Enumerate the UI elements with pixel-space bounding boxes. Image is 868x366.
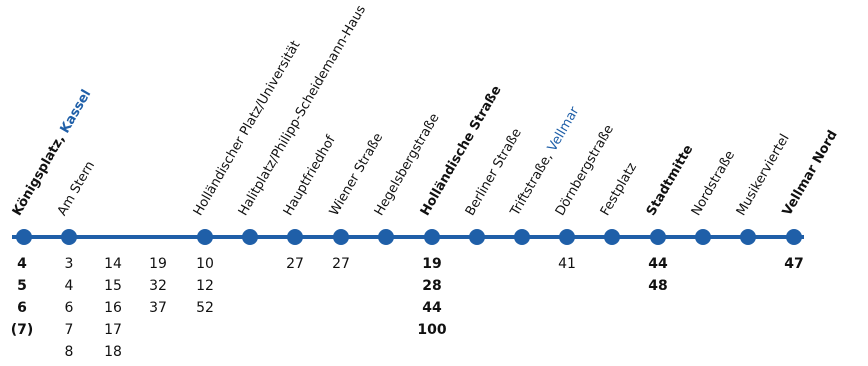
connection-line-number: 3	[64, 256, 74, 272]
stop-label: Am Stern	[54, 158, 99, 219]
stop-marker	[61, 229, 77, 245]
stop-marker	[242, 229, 258, 245]
connection-column: 27	[321, 253, 361, 275]
connection-line-number: 6	[17, 300, 27, 316]
connection-line-number: 4	[17, 256, 27, 272]
stop-name: Festplatz	[597, 160, 641, 219]
stop-marker	[604, 229, 620, 245]
connection-line-number: 100	[417, 322, 447, 338]
stop-label: Königsplatz, Kassel	[10, 87, 95, 218]
connection-column: 3 4 6 7 8	[49, 253, 89, 363]
stop-city: Vellmar	[544, 104, 583, 155]
stop-name: Am Stern	[54, 158, 99, 219]
stop-label: Stadtmitte	[643, 142, 697, 219]
connection-line-number: 44	[422, 300, 442, 316]
connection-line-number: 4	[64, 278, 74, 294]
connection-line-number: 10	[196, 256, 214, 272]
connection-line-number: 47	[784, 256, 804, 272]
connection-line-number: 17	[104, 322, 122, 338]
connection-line-number: 7	[64, 322, 74, 338]
connection-column: 4 5 6 (7)	[2, 253, 42, 341]
stop-city: Kassel	[57, 87, 95, 136]
stop-name: Nordstraße	[688, 148, 739, 219]
connection-line-number: 52	[196, 300, 214, 316]
route-line	[12, 235, 804, 239]
connection-line-number: 8	[64, 344, 74, 360]
connection-line-number: 18	[104, 344, 122, 360]
stop-label: Nordstraße	[688, 148, 739, 219]
connection-line-number: 12	[196, 278, 214, 294]
stop-name: Triftstraße	[507, 154, 554, 219]
stop-label: Holländische Straße	[417, 83, 505, 219]
connection-line-number: 41	[558, 256, 576, 272]
connection-line-number: 32	[149, 278, 167, 294]
stop-marker	[378, 229, 394, 245]
stop-label: Festplatz	[597, 160, 641, 219]
connection-line-number: 48	[648, 278, 668, 294]
connection-column: 47	[774, 253, 814, 275]
connection-column: 19 28 44 100	[412, 253, 452, 341]
stop-name: Stadtmitte	[643, 142, 697, 219]
connection-line-number: 19	[422, 256, 442, 272]
connection-line-number: 16	[104, 300, 122, 316]
connection-line-number: 14	[104, 256, 122, 272]
connection-line-number: 27	[332, 256, 350, 272]
stop-marker	[287, 229, 303, 245]
connection-line-number: 27	[286, 256, 304, 272]
connection-column: 19 32 37	[138, 253, 178, 319]
stop-marker	[559, 229, 575, 245]
connection-column: 10 12 52	[185, 253, 225, 319]
connection-line-number: 37	[149, 300, 167, 316]
stop-marker	[333, 229, 349, 245]
connection-line-number: 44	[648, 256, 668, 272]
stop-name: Holländische Straße	[417, 83, 505, 219]
stop-marker	[740, 229, 756, 245]
stop-marker	[650, 229, 666, 245]
connection-column: 27	[275, 253, 315, 275]
connection-column: 14 15 16 17 18	[93, 253, 133, 363]
connection-line-number: 28	[422, 278, 442, 294]
connection-line-number: (7)	[10, 322, 34, 338]
stop-marker	[469, 229, 485, 245]
connection-line-number: 15	[104, 278, 122, 294]
connection-line-number: 6	[64, 300, 74, 316]
stop-marker	[695, 229, 711, 245]
connection-line-number: 5	[17, 278, 27, 294]
stop-marker	[786, 229, 802, 245]
stop-marker	[424, 229, 440, 245]
stop-marker	[197, 229, 213, 245]
connection-column: 44 48	[638, 253, 678, 297]
stop-marker	[514, 229, 530, 245]
connection-line-number: 19	[149, 256, 167, 272]
stop-marker	[16, 229, 32, 245]
connection-column: 41	[547, 253, 587, 275]
